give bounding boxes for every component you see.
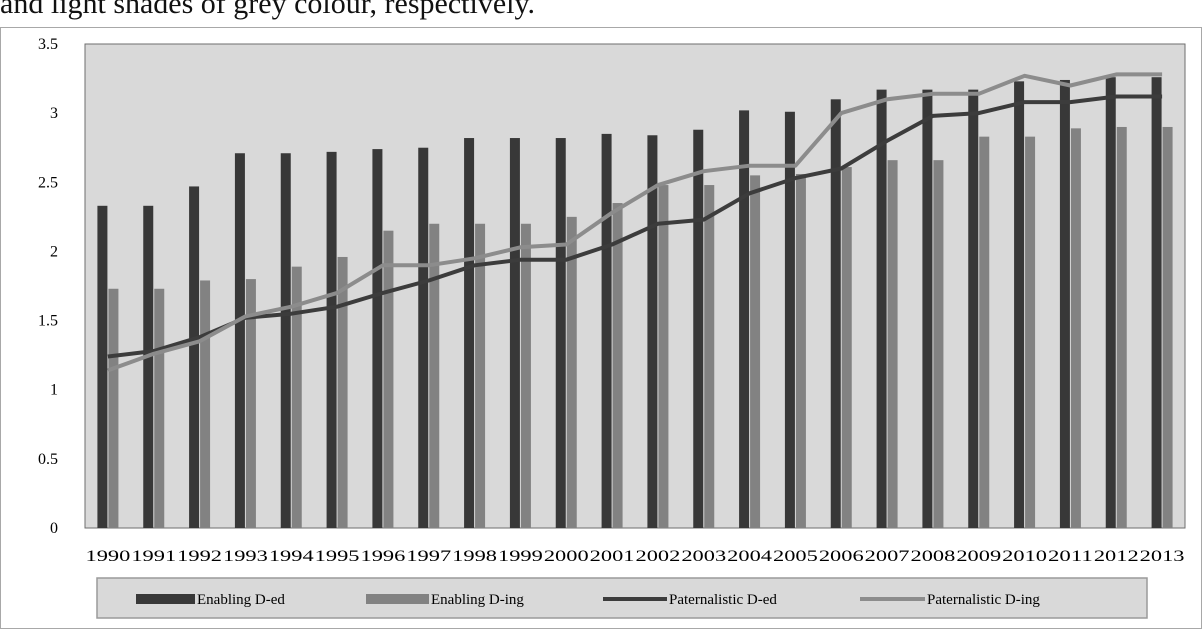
bar-enabling-ded xyxy=(372,149,383,528)
x-tick-label: 1992 xyxy=(177,548,222,565)
y-tick-label: 0.5 xyxy=(38,451,58,468)
bar-enabling-ding xyxy=(108,288,119,528)
legend-label-enabling-ding: Enabling D-ing xyxy=(431,592,524,608)
x-tick-label: 2004 xyxy=(727,548,772,565)
x-tick-label: 2006 xyxy=(819,548,864,565)
y-tick-label: 3 xyxy=(50,105,58,122)
legend-swatch-enabling-ding xyxy=(366,594,429,604)
bar-enabling-ding xyxy=(750,175,761,528)
legend-label-enabling-ded: Enabling D-ed xyxy=(197,592,285,608)
x-tick-label: 2011 xyxy=(1048,548,1093,565)
bar-enabling-ding xyxy=(429,223,440,528)
bar-enabling-ded xyxy=(968,89,979,529)
y-tick-label: 2 xyxy=(50,243,58,260)
bar-enabling-ding xyxy=(245,279,256,528)
x-tick-label: 2012 xyxy=(1094,548,1139,565)
bar-enabling-ded xyxy=(555,138,566,528)
legend-label-paternalistic-ded: Paternalistic D-ed xyxy=(669,592,777,608)
x-tick-label: 1995 xyxy=(315,548,360,565)
x-tick-label: 1991 xyxy=(131,548,176,565)
bar-enabling-ding xyxy=(475,223,486,528)
legend: Enabling D-ed Enabling D-ing Paternalist… xyxy=(96,577,1148,619)
y-tick-label: 2.5 xyxy=(38,174,58,191)
x-tick-label: 1999 xyxy=(498,548,543,565)
bar-enabling-ding xyxy=(704,185,715,528)
bar-enabling-ded xyxy=(234,153,245,528)
x-tick-label: 2010 xyxy=(1002,548,1047,565)
bar-enabling-ding xyxy=(1070,128,1081,528)
bar-enabling-ded xyxy=(601,133,612,528)
bar-enabling-ding xyxy=(1162,126,1173,528)
bar-enabling-ded xyxy=(464,138,475,528)
bar-enabling-ding xyxy=(291,266,302,528)
bar-enabling-ded xyxy=(922,89,933,529)
bar-enabling-ded xyxy=(830,99,841,529)
y-tick-label: 3.5 xyxy=(38,36,58,53)
lines-layer xyxy=(107,72,1163,373)
bar-enabling-ded xyxy=(280,153,291,528)
bar-enabling-ding xyxy=(795,173,806,528)
x-tick-label: 1997 xyxy=(406,548,451,565)
x-tick-label: 2007 xyxy=(865,548,910,565)
y-tick-label: 1 xyxy=(50,382,58,399)
bar-enabling-ded xyxy=(647,135,658,529)
bar-enabling-ded xyxy=(189,186,200,529)
bar-enabling-ding xyxy=(933,160,944,528)
bar-enabling-ding xyxy=(979,136,990,528)
bar-enabling-ding xyxy=(520,223,531,528)
x-tick-label: 2000 xyxy=(544,548,589,565)
x-tick-labels: 1990 1991 1992 1993 1994 1995 1996 1997 1998 1999… xyxy=(86,548,1185,565)
bar-enabling-ded xyxy=(509,138,520,528)
bar-enabling-ded xyxy=(1014,81,1025,528)
line-paternalistic-ded xyxy=(107,94,1163,359)
x-tick-label: 2001 xyxy=(590,548,635,565)
x-tick-label: 2005 xyxy=(773,548,818,565)
bar-enabling-ding xyxy=(1116,126,1127,528)
caption-fragment: and light shades of grey colour, respect… xyxy=(0,0,536,20)
x-tick-label: 1998 xyxy=(452,548,497,565)
bar-enabling-ding xyxy=(337,256,348,528)
y-tick-labels: 0 0.5 1 1.5 2 2.5 3 3.5 xyxy=(38,36,58,537)
bar-enabling-ding xyxy=(383,230,394,528)
bar-enabling-ded xyxy=(876,89,887,529)
bar-enabling-ded xyxy=(693,129,704,529)
y-tick-label: 1.5 xyxy=(38,313,58,330)
bar-enabling-ding xyxy=(887,160,898,528)
x-tick-label: 2008 xyxy=(911,548,956,565)
line-paternalistic-ding xyxy=(107,72,1163,373)
bar-enabling-ded xyxy=(739,110,750,529)
x-tick-label: 2009 xyxy=(956,548,1001,565)
bar-enabling-ding xyxy=(612,203,623,528)
x-tick-label: 1993 xyxy=(223,548,268,565)
bar-enabling-ding xyxy=(154,288,165,528)
bar-enabling-ded xyxy=(1105,77,1116,528)
bar-enabling-ded xyxy=(143,205,154,528)
bar-enabling-ded xyxy=(1059,79,1070,528)
bars-layer xyxy=(97,77,1173,529)
bar-enabling-ded xyxy=(418,147,429,528)
legend-label-paternalistic-ding: Paternalistic D-ing xyxy=(927,592,1040,608)
plot-area xyxy=(84,43,1186,529)
bar-enabling-ded xyxy=(326,151,337,528)
legend-swatch-enabling-ded xyxy=(136,594,195,604)
x-tick-label: 1990 xyxy=(86,548,131,565)
bar-enabling-ding xyxy=(1025,136,1036,528)
x-tick-label: 2013 xyxy=(1140,548,1185,565)
y-tick-label: 0 xyxy=(50,520,58,537)
bar-enabling-ding xyxy=(658,185,669,528)
x-tick-label: 1996 xyxy=(361,548,406,565)
bar-enabling-ded xyxy=(97,205,108,528)
legend-box xyxy=(96,577,1148,619)
bar-enabling-ding xyxy=(841,167,852,528)
bar-enabling-ded xyxy=(1151,77,1162,528)
x-tick-label: 2002 xyxy=(636,548,681,565)
x-tick-label: 2003 xyxy=(681,548,726,565)
bar-enabling-ded xyxy=(784,111,795,528)
bar-enabling-ding xyxy=(200,280,211,528)
bar-enabling-ding xyxy=(566,216,577,528)
x-tick-label: 1994 xyxy=(269,548,314,565)
